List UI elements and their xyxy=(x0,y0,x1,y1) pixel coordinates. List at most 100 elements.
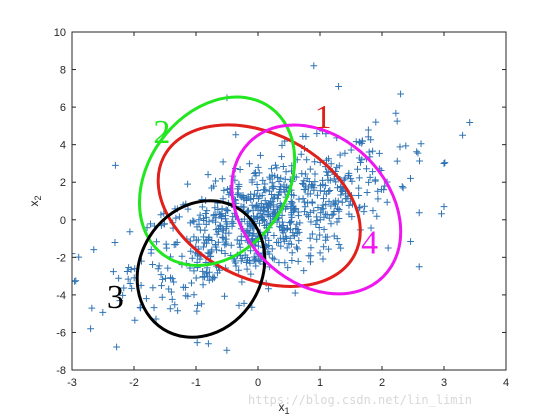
data-point xyxy=(233,236,241,244)
data-point xyxy=(194,252,202,260)
data-point xyxy=(236,166,244,173)
data-point xyxy=(338,198,346,206)
data-point xyxy=(221,250,229,257)
x-axis-ticks: -3 -2 -1 0 1 2 3 4 xyxy=(67,32,509,389)
data-point xyxy=(297,150,305,158)
data-point xyxy=(213,246,220,254)
data-point xyxy=(255,256,263,264)
data-point xyxy=(222,215,229,223)
data-point xyxy=(357,159,364,166)
data-point xyxy=(168,296,176,303)
data-point xyxy=(279,218,286,226)
data-point xyxy=(347,146,355,154)
data-point xyxy=(193,307,201,315)
data-point xyxy=(355,154,363,162)
data-point xyxy=(300,198,308,206)
data-point xyxy=(212,243,220,251)
data-point xyxy=(218,175,226,183)
y-tick-label: -8 xyxy=(56,365,66,377)
data-point xyxy=(210,274,218,282)
data-point xyxy=(303,156,311,164)
data-point xyxy=(335,162,343,170)
data-point xyxy=(248,178,256,186)
data-point xyxy=(88,304,96,312)
data-point xyxy=(214,206,222,213)
data-point xyxy=(316,216,324,224)
data-point xyxy=(320,195,327,202)
data-point xyxy=(235,180,243,188)
data-point xyxy=(310,207,318,215)
data-point xyxy=(373,212,381,220)
data-point xyxy=(131,316,139,324)
data-point xyxy=(211,204,219,212)
data-point xyxy=(459,131,466,139)
data-point xyxy=(319,205,327,213)
cluster-ellipse-3 xyxy=(135,199,267,339)
data-point xyxy=(308,198,316,206)
data-point xyxy=(300,177,308,185)
data-point xyxy=(126,228,134,236)
data-point xyxy=(235,302,243,309)
data-point xyxy=(252,262,260,270)
data-point xyxy=(167,288,175,296)
data-point xyxy=(244,207,252,215)
data-point xyxy=(284,264,292,271)
data-point xyxy=(196,226,204,234)
data-point xyxy=(341,149,349,157)
data-point xyxy=(293,220,301,228)
data-point xyxy=(261,180,269,188)
data-point xyxy=(200,217,208,224)
data-point xyxy=(237,232,245,240)
data-point xyxy=(258,192,266,199)
data-point xyxy=(324,171,331,179)
data-point xyxy=(219,234,227,242)
data-point xyxy=(229,213,237,221)
data-point xyxy=(112,161,119,169)
data-point xyxy=(364,126,372,134)
data-point xyxy=(253,201,261,209)
data-point xyxy=(302,170,309,178)
data-point xyxy=(337,191,345,199)
data-point xyxy=(440,203,448,211)
data-point xyxy=(407,238,414,245)
data-point xyxy=(153,238,160,246)
data-point xyxy=(306,208,314,216)
data-point xyxy=(277,242,285,250)
data-point xyxy=(220,187,228,194)
data-point xyxy=(240,300,248,307)
cluster-label-2: 2 xyxy=(153,114,170,151)
data-point xyxy=(319,255,327,263)
data-point xyxy=(323,168,330,176)
data-point xyxy=(278,153,286,161)
data-point xyxy=(375,149,383,157)
data-point xyxy=(307,252,315,260)
data-point xyxy=(466,119,474,126)
data-point xyxy=(203,207,211,215)
data-point xyxy=(271,172,279,180)
data-point xyxy=(263,204,271,212)
data-point xyxy=(241,251,249,259)
data-point xyxy=(278,141,286,149)
data-point xyxy=(216,221,224,229)
data-point xyxy=(335,215,343,222)
data-point xyxy=(190,218,198,226)
data-point xyxy=(337,184,345,192)
data-point xyxy=(352,138,360,146)
data-point xyxy=(334,204,341,212)
data-point xyxy=(342,190,349,198)
y-axis-ticks: -8 -6 -4 -2 0 2 4 6 8 10 xyxy=(54,27,506,377)
x-tick-label: 1 xyxy=(317,377,323,389)
data-point xyxy=(325,245,332,253)
data-point xyxy=(265,212,273,220)
data-point xyxy=(261,197,269,205)
data-point xyxy=(167,274,174,282)
data-point xyxy=(295,228,303,236)
data-point xyxy=(302,133,310,141)
data-point xyxy=(261,217,269,225)
data-point xyxy=(157,271,165,279)
data-point xyxy=(278,211,286,219)
data-point xyxy=(271,209,278,217)
data-point xyxy=(366,173,374,181)
data-point xyxy=(256,258,264,265)
data-point xyxy=(254,187,262,194)
